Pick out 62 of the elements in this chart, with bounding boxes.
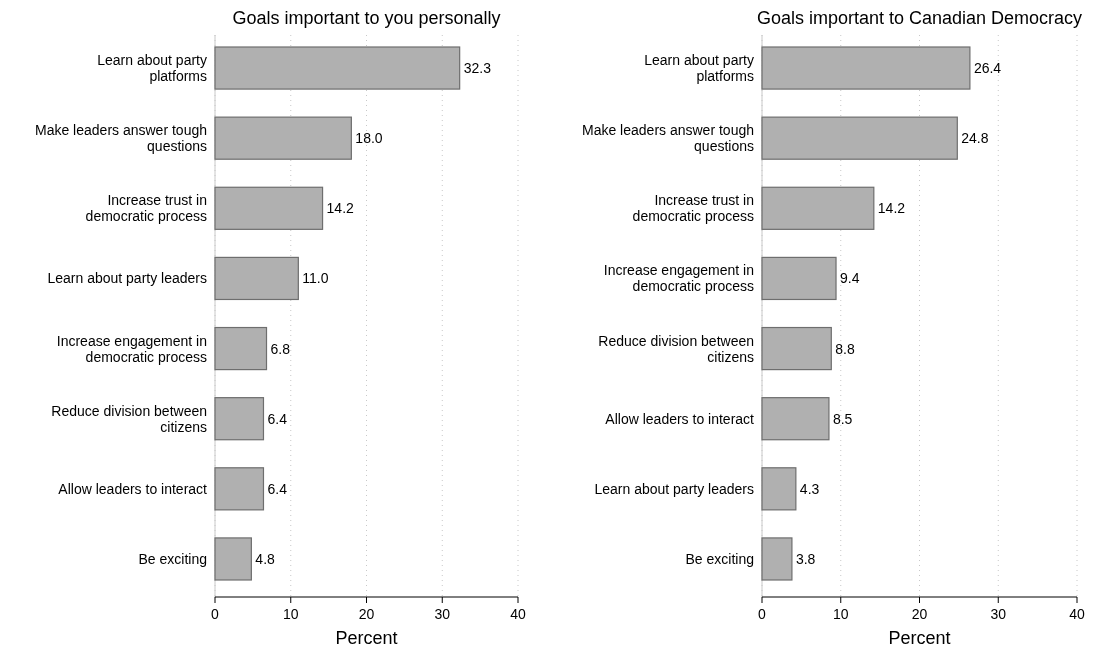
data-label: 9.4: [840, 270, 860, 287]
bar: [214, 537, 252, 581]
data-label: 4.8: [255, 550, 276, 567]
data-label: 8.5: [832, 410, 853, 427]
data-label: 8.8: [835, 340, 855, 357]
y-tick-label: Reduce division between citizens: [51, 402, 207, 435]
data-label: 6.4: [267, 480, 288, 497]
data-label: 14.2: [326, 200, 355, 217]
bar: [761, 467, 797, 511]
x-tick-label: 20: [911, 606, 928, 622]
x-tick-label: 30: [434, 606, 451, 622]
chart-title: Goals important to you personally: [232, 8, 501, 28]
y-tick-label: Learn about party leaders: [47, 270, 207, 287]
bar: [214, 116, 352, 160]
bar: [761, 46, 971, 90]
x-tick-label: 20: [358, 606, 375, 622]
data-label: 32.3: [463, 60, 492, 77]
y-tick-label: Make leaders answer tough questions: [35, 122, 207, 155]
data-label: 26.4: [973, 60, 1002, 77]
x-tick-label: 10: [282, 606, 299, 622]
y-tick-label: Increase engagement in democratic process: [56, 332, 207, 365]
y-tick-label: Increase trust in democratic process: [85, 192, 207, 225]
data-label: 3.8: [795, 550, 816, 567]
data-label: 6.4: [267, 410, 288, 427]
data-label: 4.3: [799, 480, 820, 497]
y-tick-label: Be exciting: [138, 550, 207, 567]
bar: [761, 116, 958, 160]
x-tick-label: 40: [510, 606, 526, 622]
bar: [214, 397, 265, 441]
y-tick-label: Increase engagement in democratic process: [603, 262, 754, 295]
bar: [214, 467, 265, 511]
x-tick-label: 40: [1069, 606, 1085, 622]
y-tick-label: Allow leaders to interact: [605, 410, 755, 427]
y-tick-label: Learn about party platforms: [97, 52, 207, 85]
bar: [214, 256, 299, 301]
data-label: 6.8: [270, 340, 291, 357]
x-axis-title: Percent: [335, 628, 398, 648]
y-tick-label: Make leaders answer tough questions: [582, 122, 754, 155]
bar: [214, 46, 461, 90]
x-tick-label: 10: [832, 606, 849, 622]
y-tick-label: Increase trust in democratic process: [632, 192, 754, 225]
y-tick-label: Allow leaders to interact: [58, 480, 208, 497]
data-label: 11.0: [302, 270, 329, 287]
x-tick-label: 30: [990, 606, 1007, 622]
bar: [761, 256, 837, 301]
x-tick-label: 0: [211, 606, 220, 622]
chart-title: Goals important to Canadian Democracy: [756, 8, 1083, 28]
y-tick-label: Learn about party leaders: [594, 480, 754, 497]
y-tick-label: Learn about party platforms: [644, 52, 754, 85]
data-label: 18.0: [355, 130, 383, 147]
y-tick-label: Reduce division between citizens: [598, 332, 754, 365]
bar: [761, 397, 830, 441]
bar: [214, 326, 268, 371]
x-tick-label: 0: [758, 606, 767, 622]
bar: [761, 537, 793, 581]
bar: [214, 186, 324, 230]
data-label: 24.8: [961, 130, 989, 147]
y-tick-label: Be exciting: [685, 550, 754, 567]
bar: [761, 326, 832, 371]
bar: [761, 186, 875, 230]
x-axis-title: Percent: [888, 628, 951, 648]
data-label: 14.2: [877, 200, 906, 217]
